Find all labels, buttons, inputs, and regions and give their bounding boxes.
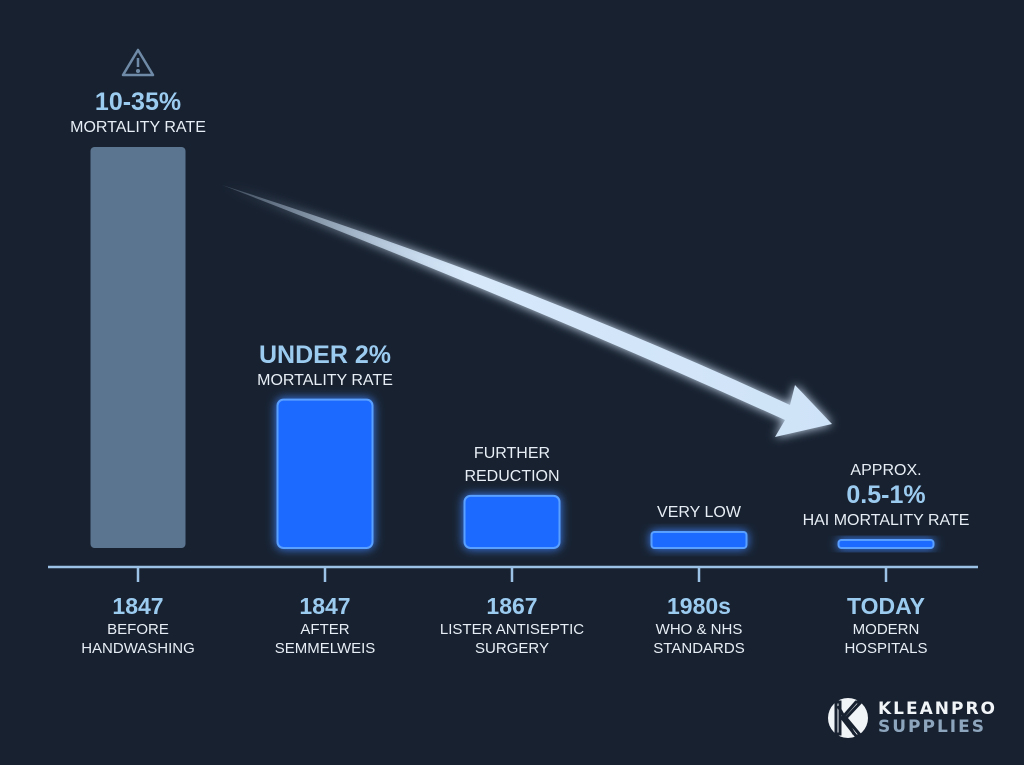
- bar-label-caption: MORTALITY RATE: [257, 371, 393, 389]
- category-desc-line2: SURGERY: [475, 640, 549, 657]
- bar-label-value: 10-35%: [94, 88, 182, 116]
- bar-label-value: 0.5-1%: [846, 480, 926, 509]
- logo-line1: KLEANPRO: [878, 699, 998, 719]
- bar-label-prefix: FURTHER: [473, 444, 551, 462]
- category-year: TODAY: [847, 593, 925, 619]
- bar-2: [276, 398, 374, 549]
- kleanpro-logo: KLEANPRO SUPPLIES: [826, 696, 997, 740]
- bar-3: [463, 494, 561, 549]
- bar-5: [837, 538, 935, 549]
- trend-arrow: [222, 185, 832, 437]
- bar-label-value: UNDER 2%: [259, 340, 391, 369]
- category-desc-line1: MODERN: [852, 621, 920, 638]
- category-desc-line2: SEMMELWEIS: [274, 640, 376, 657]
- category-desc-line2: HOSPITALS: [844, 640, 928, 657]
- logo-line2: SUPPLIES: [878, 717, 986, 737]
- bar-1: [90, 147, 186, 548]
- category-year: 1847: [299, 593, 351, 619]
- category-desc-line1: AFTER: [300, 621, 350, 638]
- bar-label-caption: REDUCTION: [464, 467, 560, 485]
- category-desc-line2: STANDARDS: [653, 640, 745, 657]
- category-desc-line2: HANDWASHING: [81, 640, 195, 657]
- bar-label-caption: VERY LOW: [657, 503, 741, 521]
- category-desc-line1: LISTER ANTISEPTIC: [439, 621, 585, 638]
- bar-label-prefix: APPROX.: [850, 461, 922, 479]
- warning-triangle-icon: [121, 48, 155, 77]
- category-year: 1867: [486, 593, 538, 619]
- category-year: 1847: [112, 593, 164, 619]
- bar-label-caption: HAI MORTALITY RATE: [802, 511, 970, 529]
- kleanpro-logo-mark-icon: [828, 698, 868, 738]
- bar-label-caption: MORTALITY RATE: [70, 119, 206, 136]
- category-desc-line1: BEFORE: [107, 621, 169, 638]
- bar-4: [650, 530, 748, 550]
- category-year: 1980s: [667, 593, 731, 619]
- category-desc-line1: WHO & NHS: [655, 621, 743, 638]
